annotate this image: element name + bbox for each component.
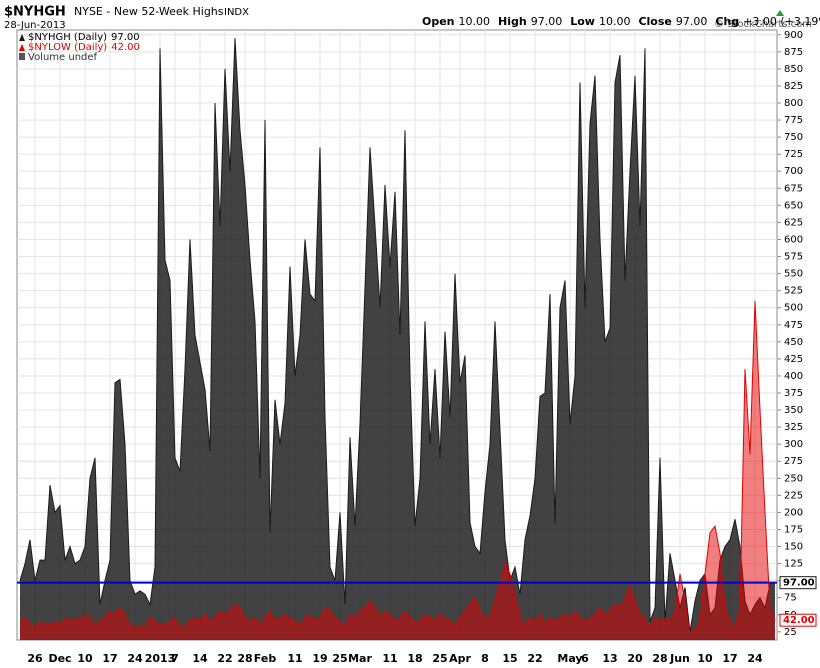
x-tick-label: 24: [127, 652, 143, 665]
x-tick-label: 17: [102, 652, 117, 665]
x-tick-label: 11: [382, 652, 397, 665]
y-tick-label: 300: [784, 439, 803, 450]
x-tick-label: 26: [27, 652, 43, 665]
y-tick-label: 625: [784, 217, 803, 228]
x-tick-label: 15: [502, 652, 517, 665]
x-tick-label: 8: [481, 652, 489, 665]
legend-name: $NYHGH (Daily): [28, 32, 107, 43]
x-tick-label: Jun: [669, 652, 690, 665]
quote: Open 10.00 High 97.00 Low 10.00 Close 97.00 Chg +…: [422, 15, 820, 28]
x-tick-label: 22: [217, 652, 232, 665]
last-value-box: [779, 576, 817, 590]
quote-value: 10.00: [459, 15, 491, 28]
x-tick-label: 18: [407, 652, 422, 665]
y-tick-label: 75: [784, 593, 797, 604]
x-tick-label: Dec: [48, 652, 71, 665]
y-tick-label: 700: [784, 166, 803, 177]
y-tick-label: 825: [784, 81, 803, 92]
legend-swatch: [19, 44, 25, 51]
y-tick-label: 175: [784, 524, 803, 535]
area-line: [19, 38, 776, 632]
y-tick-label: 125: [784, 559, 803, 570]
quote-value: 97.00: [531, 15, 563, 28]
y-tick-label: 875: [784, 47, 803, 58]
last-value-label: 42.00: [783, 615, 815, 626]
x-tick-label: 13: [602, 652, 617, 665]
y-tick-label: 375: [784, 388, 803, 399]
y-tick-label: 350: [784, 405, 803, 416]
x-tick-label: 17: [722, 652, 737, 665]
last-value-label: 97.00: [783, 578, 815, 589]
y-tick-label: 275: [784, 456, 803, 467]
x-tick-label: 22: [527, 652, 542, 665]
quote-value: 10.00: [599, 15, 631, 28]
date: 28-Jun-2013: [4, 20, 66, 31]
copyright: © StockCharts.com: [714, 19, 812, 30]
y-tick-label: 475: [784, 320, 803, 331]
x-tick-label: 19: [312, 652, 327, 665]
quote-value: +3.00 (+3.19%): [743, 15, 820, 28]
x-tick-label: 28: [652, 652, 667, 665]
y-tick-label: 850: [784, 64, 803, 75]
y-tick-label: 250: [784, 473, 803, 484]
x-tick-label: 24: [747, 652, 763, 665]
legend-swatch: [19, 53, 25, 60]
x-tick-label: 7: [171, 652, 179, 665]
symbol: $NYHGH: [4, 5, 66, 20]
y-tick-label: 675: [784, 183, 803, 194]
x-tick-label: 10: [77, 652, 93, 665]
description: NYSE - New 52-Week Highs: [74, 5, 224, 18]
x-tick-label: 10: [697, 652, 713, 665]
exchange: INDX: [224, 7, 249, 18]
legend-swatch: [19, 34, 25, 41]
x-tick-label: Apr: [449, 652, 471, 665]
quote-label: Chg: [715, 15, 739, 28]
y-tick-label: 650: [784, 200, 803, 211]
y-tick-label: 575: [784, 252, 803, 263]
legend-value: 42.00: [111, 42, 140, 53]
quote-label: Open: [422, 15, 455, 28]
y-tick-label: 225: [784, 490, 803, 501]
x-tick-label: Mar: [348, 652, 372, 665]
x-tick-label: 25: [332, 652, 347, 665]
legend-value: 97.00: [111, 32, 140, 43]
y-tick-label: 900: [784, 30, 803, 41]
y-tick-label: 500: [784, 303, 803, 314]
y-tick-label: 200: [784, 507, 803, 518]
x-tick-label: May: [557, 652, 582, 665]
y-tick-label: 400: [784, 371, 803, 382]
area: [20, 38, 775, 640]
x-tick-label: 20: [627, 652, 643, 665]
area-line: [19, 300, 776, 637]
y-tick-label: 525: [784, 286, 803, 297]
y-tick-label: 600: [784, 234, 803, 245]
x-tick-label: 14: [192, 652, 208, 665]
up-arrow: [776, 10, 784, 16]
x-tick-label: Feb: [254, 652, 277, 665]
x-tick-label: 25: [432, 652, 447, 665]
quote-value: 97.00: [676, 15, 708, 28]
quote-label: High: [498, 15, 527, 28]
legend-name: $NYLOW (Daily): [28, 42, 107, 53]
y-tick-label: 325: [784, 422, 803, 433]
x-tick-label: 2013: [145, 652, 176, 665]
quote-label: Low: [570, 15, 595, 28]
legend-volume: Volume undef: [28, 52, 98, 63]
x-tick-label: 28: [237, 652, 252, 665]
y-tick-label: 25: [784, 627, 797, 638]
y-tick-label: 775: [784, 115, 803, 126]
y-tick-label: 750: [784, 132, 803, 143]
y-tick-label: 450: [784, 337, 803, 348]
quote-label: Close: [638, 15, 671, 28]
y-tick-label: 425: [784, 354, 803, 365]
x-tick-label: 11: [287, 652, 302, 665]
y-tick-label: 725: [784, 149, 803, 160]
x-tick-label: 6: [581, 652, 589, 665]
last-value-box: [779, 613, 817, 627]
y-tick-label: 800: [784, 98, 803, 109]
y-tick-label: 150: [784, 542, 803, 553]
y-tick-label: 550: [784, 269, 803, 280]
